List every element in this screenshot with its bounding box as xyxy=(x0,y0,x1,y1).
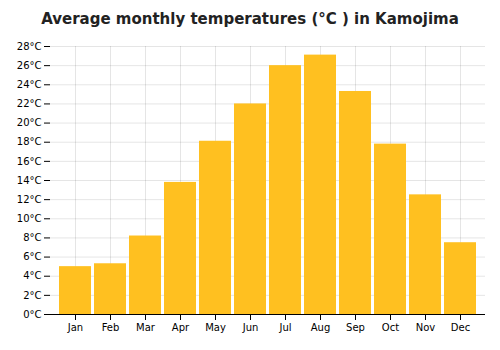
svg-text:Nov: Nov xyxy=(416,322,436,333)
svg-text:8°C: 8°C xyxy=(23,232,41,243)
svg-text:4°C: 4°C xyxy=(23,270,41,281)
svg-text:22°C: 22°C xyxy=(17,98,42,109)
svg-text:Jan: Jan xyxy=(67,322,83,333)
svg-text:Jul: Jul xyxy=(278,322,291,333)
svg-text:18°C: 18°C xyxy=(17,136,42,147)
svg-text:0°C: 0°C xyxy=(23,309,41,320)
svg-text:6°C: 6°C xyxy=(23,251,41,262)
svg-text:Sep: Sep xyxy=(346,322,365,333)
svg-text:Jun: Jun xyxy=(242,322,259,333)
svg-text:12°C: 12°C xyxy=(17,194,42,205)
svg-text:2°C: 2°C xyxy=(23,290,41,301)
svg-text:28°C: 28°C xyxy=(17,41,42,52)
svg-text:10°C: 10°C xyxy=(17,213,42,224)
svg-text:14°C: 14°C xyxy=(17,175,42,186)
svg-text:20°C: 20°C xyxy=(17,117,42,128)
svg-text:Dec: Dec xyxy=(451,322,470,333)
svg-text:Apr: Apr xyxy=(172,322,190,333)
svg-text:26°C: 26°C xyxy=(17,60,42,71)
svg-text:Oct: Oct xyxy=(382,322,399,333)
svg-text:16°C: 16°C xyxy=(17,156,42,167)
svg-text:24°C: 24°C xyxy=(17,79,42,90)
svg-text:Aug: Aug xyxy=(311,322,331,333)
html-text:Average monthly temperatures (: Average monthly temperatures (°C ) in Ka… xyxy=(41,10,459,28)
svg-text:Mar: Mar xyxy=(136,322,156,333)
svg-text:Feb: Feb xyxy=(102,322,120,333)
svg-text:May: May xyxy=(205,322,226,333)
